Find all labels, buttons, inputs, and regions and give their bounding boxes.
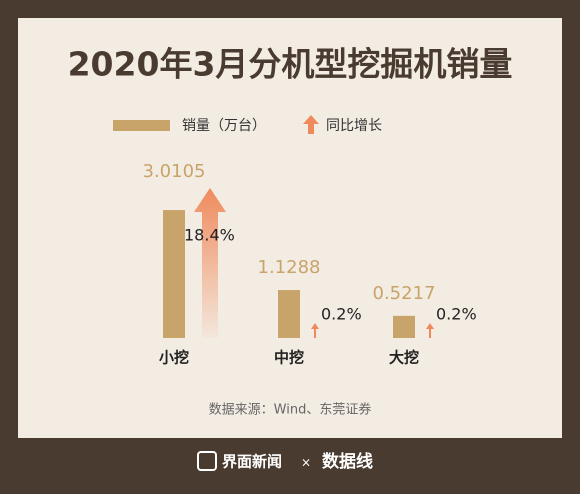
growth-label: 0.2% xyxy=(321,305,362,324)
legend-swatch xyxy=(113,120,170,131)
panel xyxy=(18,18,562,438)
footer-brand: 界面新闻 xyxy=(222,453,282,471)
growth-arrow xyxy=(311,323,319,338)
value-label: 3.0105 xyxy=(143,161,206,182)
footer-logo: 数据线 xyxy=(322,451,373,472)
bar xyxy=(163,210,185,338)
category-label: 大挖 xyxy=(389,349,419,367)
growth-arrow xyxy=(426,323,434,338)
legend-label: 销量（万台） xyxy=(182,118,266,134)
value-label: 0.5217 xyxy=(373,283,436,304)
growth-label: 18.4% xyxy=(184,226,235,245)
value-label: 1.1288 xyxy=(258,257,321,278)
bar xyxy=(393,315,415,338)
category-label: 中挖 xyxy=(274,349,304,367)
growth-arrow xyxy=(194,187,226,338)
chart-title: 2020年3月分机型挖掘机销量 xyxy=(68,45,513,84)
category-label: 小挖 xyxy=(159,349,189,367)
growth-label: 0.2% xyxy=(436,305,477,324)
source: 数据来源：Wind、东莞证券 xyxy=(209,402,372,418)
legend-arrow xyxy=(303,115,319,134)
footer-separator: × xyxy=(301,456,311,470)
brand-icon xyxy=(197,451,217,471)
bar xyxy=(278,290,300,338)
legend-label: 同比增长 xyxy=(326,118,382,134)
